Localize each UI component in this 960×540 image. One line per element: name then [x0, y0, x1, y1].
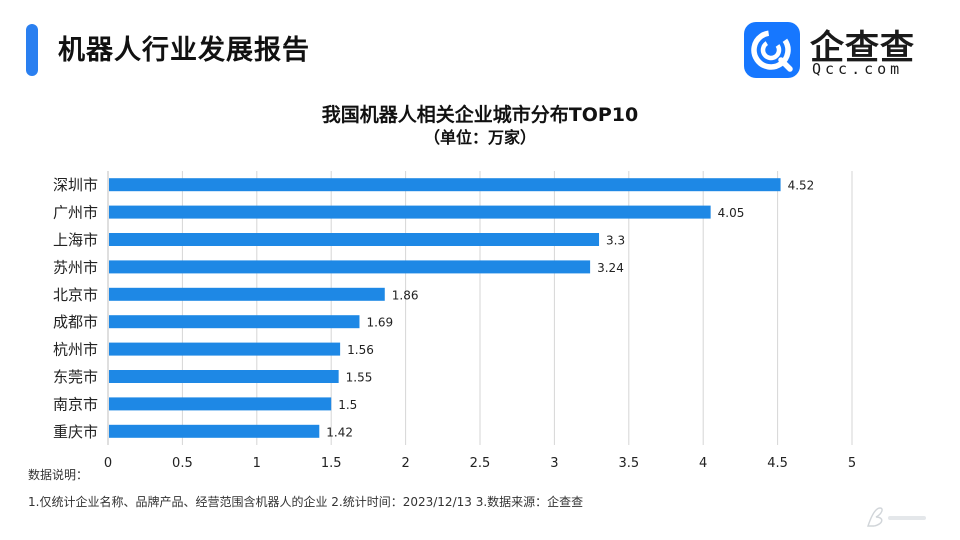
category-label: 苏州市: [53, 258, 98, 276]
category-label: 广州市: [53, 204, 98, 222]
bar: [109, 370, 339, 383]
x-tick-label: 2: [401, 456, 409, 471]
qcc-logo: 企查查 Qcc.com: [744, 20, 934, 80]
bar: [109, 178, 781, 192]
x-tick-label: 1.5: [321, 456, 342, 471]
x-tick-label: 4.5: [767, 456, 788, 471]
value-label: 1.69: [366, 316, 393, 330]
value-label: 1.42: [326, 425, 353, 439]
x-tick-label: 0: [104, 456, 112, 471]
bar: [109, 287, 385, 301]
x-tick-label: 1: [253, 456, 261, 471]
value-label: 1.86: [392, 288, 419, 302]
category-label: 深圳市: [53, 176, 98, 194]
category-label: 成都市: [53, 313, 98, 331]
value-label: 1.5: [338, 398, 357, 412]
data-note-text: 1.仅统计企业名称、品牌产品、经营范围含机器人的企业 2.统计时间：2023/1…: [28, 495, 584, 509]
x-tick-label: 5: [848, 456, 856, 471]
x-tick-label: 3.5: [618, 456, 639, 471]
category-label: 杭州市: [53, 341, 98, 359]
category-label: 上海市: [53, 231, 98, 249]
category-label: 南京市: [53, 395, 98, 413]
bar: [109, 424, 320, 438]
bar: [109, 233, 600, 246]
bar: [109, 397, 332, 411]
watermark-logo: [867, 507, 926, 527]
qcc-logo-en: Qcc.com: [812, 60, 904, 78]
qcc-logo-cn: 企查查: [810, 28, 915, 68]
category-label: 北京市: [53, 286, 98, 304]
data-note-label: 数据说明：: [28, 468, 89, 482]
category-label: 重庆市: [53, 423, 98, 441]
qcc-c-icon: [751, 30, 793, 72]
value-label: 1.56: [347, 343, 374, 357]
value-label: 4.52: [788, 179, 815, 193]
value-label: 3.24: [597, 261, 624, 275]
x-tick-label: 4: [699, 456, 707, 471]
bar: [109, 315, 360, 329]
x-tick-label: 2.5: [470, 456, 491, 471]
value-label: 3.3: [606, 234, 625, 248]
value-label: 1.55: [346, 371, 373, 385]
chart-subtitle: （单位：万家）: [423, 128, 536, 147]
x-tick-label: 3: [550, 456, 558, 471]
category-label: 东莞市: [53, 368, 98, 386]
qcc-logo-badge: [744, 22, 800, 78]
value-label: 4.05: [718, 206, 745, 220]
bar: [109, 260, 591, 274]
title-accent-bar: [26, 24, 38, 76]
bar: [109, 342, 341, 356]
chart-title: 我国机器人相关企业城市分布TOP10: [321, 104, 639, 126]
x-tick-label: 0.5: [172, 456, 193, 471]
bar: [109, 205, 711, 219]
report-title: 机器人行业发展报告: [58, 35, 310, 66]
